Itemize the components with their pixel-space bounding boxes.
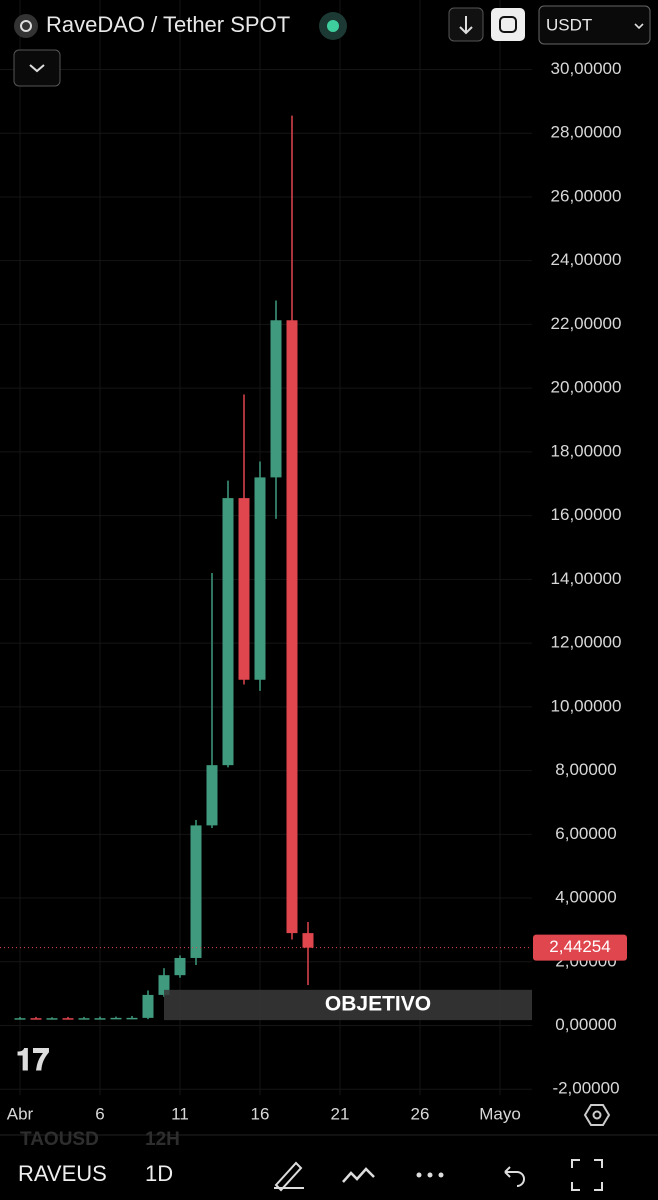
candle-body — [174, 957, 186, 976]
x-tick-label: 6 — [95, 1104, 104, 1123]
candle-body — [78, 1018, 90, 1020]
candle-body — [254, 477, 266, 680]
candle-body — [30, 1018, 42, 1020]
symbol-icon — [14, 14, 38, 38]
y-tick-label: 26,00000 — [551, 186, 622, 205]
y-tick-label: 0,00000 — [555, 1015, 616, 1034]
candle-body — [126, 1017, 138, 1020]
currency: USDT — [546, 15, 592, 34]
collapse-icon — [29, 64, 45, 73]
y-tick-label: 14,00000 — [551, 569, 622, 588]
last-price-badge — [533, 934, 627, 961]
x-tick-label: Abr — [7, 1104, 34, 1123]
candle-body — [158, 975, 170, 995]
toolbar-interval[interactable]: 1D — [145, 1161, 173, 1186]
candle-body — [302, 933, 314, 948]
y-tick-label: 16,00000 — [551, 505, 622, 524]
target-zone — [164, 989, 532, 1021]
grid — [0, 0, 532, 1095]
more-dot[interactable] — [427, 1172, 433, 1178]
y-tick-label: 30,00000 — [551, 59, 622, 78]
y-tick-label: 10,00000 — [551, 696, 622, 715]
candle-body — [222, 498, 234, 766]
y-tick-label: 24,00000 — [551, 250, 622, 269]
settings-dot — [592, 1110, 602, 1120]
y-tick-label: 8,00000 — [555, 760, 616, 779]
y-tick-label: 4,00000 — [555, 888, 616, 907]
chart-title: RaveDAO / Tether SPOT — [46, 12, 290, 37]
candle-body — [94, 1018, 106, 1020]
x-tick-label: 21 — [331, 1104, 350, 1123]
currency-select[interactable] — [538, 5, 651, 45]
more-dot[interactable] — [438, 1172, 444, 1178]
candle-body — [286, 320, 298, 934]
target-label: OBJETIVO — [325, 993, 431, 1016]
ghost-interval: 12H — [145, 1129, 180, 1150]
x-tick-label: 26 — [411, 1104, 430, 1123]
y-tick-label: 20,00000 — [551, 378, 622, 397]
status-dot — [327, 20, 339, 32]
y-tick-label: 22,00000 — [551, 314, 622, 333]
candle-body — [190, 825, 202, 958]
y-tick-label: 12,00000 — [551, 633, 622, 652]
draw-icon[interactable] — [274, 1161, 304, 1192]
x-tick-label: Mayo — [479, 1104, 521, 1123]
more-dot[interactable] — [416, 1172, 422, 1178]
download-icon — [459, 16, 473, 35]
collapse-button[interactable] — [13, 49, 61, 87]
y-tick-label: 28,00000 — [551, 123, 622, 142]
candle-body — [142, 994, 154, 1018]
select-caret — [634, 23, 644, 30]
x-tick-label: 11 — [171, 1104, 189, 1123]
candle-body — [14, 1018, 26, 1020]
y-tick-label: -2,00000 — [552, 1079, 619, 1098]
toolbar-symbol[interactable]: RAVEUS — [18, 1161, 107, 1186]
y-tick-label: 6,00000 — [555, 824, 616, 843]
ghost-symbol: TAOUSD — [20, 1129, 99, 1150]
candle-body — [206, 765, 218, 826]
candle-body — [238, 498, 250, 680]
candle-body — [46, 1018, 58, 1020]
last-price-label: 2,44254 — [549, 937, 610, 956]
sync-icon — [499, 16, 517, 33]
sync-button[interactable] — [491, 8, 525, 41]
plot: OBJETIVO — [0, 115, 532, 1021]
undo-icon[interactable] — [504, 1166, 525, 1187]
settings-icon[interactable] — [583, 1104, 611, 1126]
candle-body — [62, 1018, 74, 1020]
tv-logo: 𝟏𝟕 — [16, 1044, 50, 1077]
candle-body — [270, 320, 282, 478]
symbol-icon-glyph — [20, 20, 32, 32]
indicator-icon[interactable] — [342, 1167, 375, 1183]
x-tick-label: 16 — [251, 1104, 270, 1123]
candle-body — [110, 1017, 122, 1020]
y-tick-label: 18,00000 — [551, 441, 622, 460]
fullscreen-icon[interactable] — [571, 1159, 603, 1191]
